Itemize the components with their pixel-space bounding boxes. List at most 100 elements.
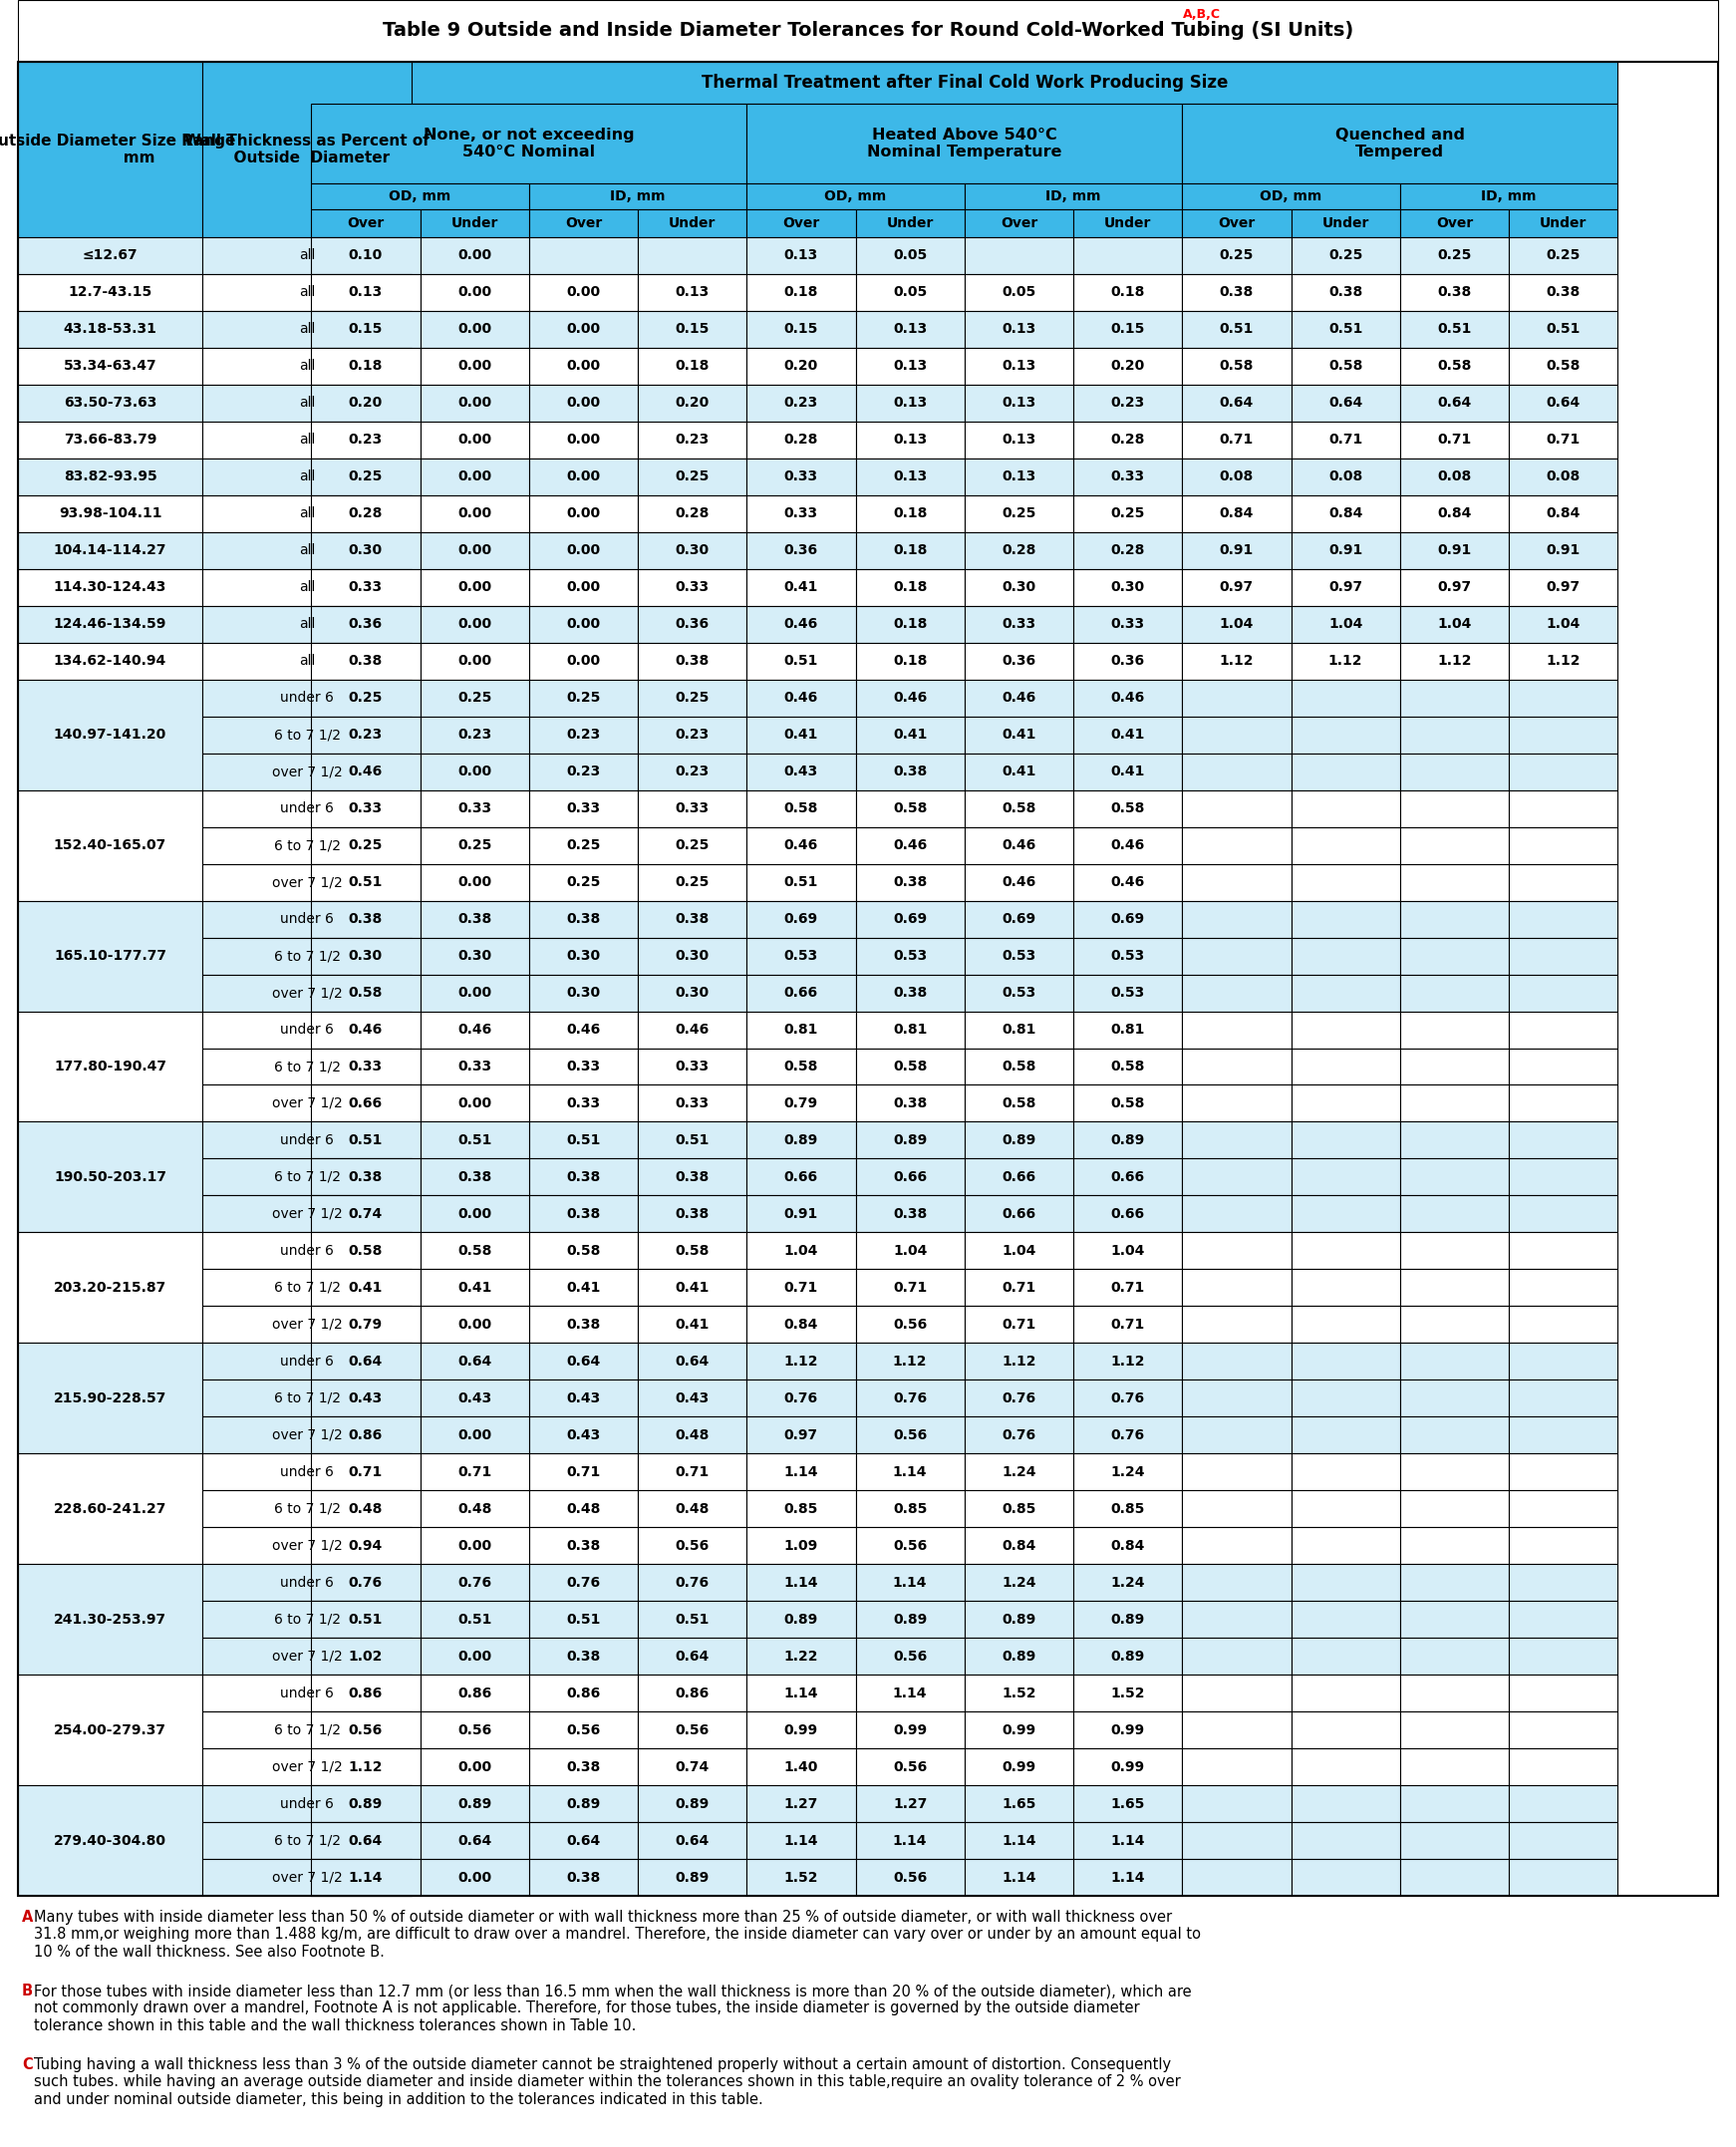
Bar bbox=[1182, 1602, 1292, 1638]
Text: 0.15: 0.15 bbox=[349, 322, 382, 337]
Text: 0.56: 0.56 bbox=[892, 1870, 927, 1885]
Text: 0.86: 0.86 bbox=[349, 1428, 382, 1443]
Bar bbox=[965, 1786, 1073, 1823]
Text: 0.58: 0.58 bbox=[566, 1243, 601, 1258]
Bar bbox=[311, 642, 420, 678]
Text: 53.34-63.47: 53.34-63.47 bbox=[64, 359, 156, 374]
Bar bbox=[420, 1565, 529, 1602]
Bar bbox=[1509, 236, 1618, 275]
Bar bbox=[311, 1011, 420, 1048]
Text: 0.46: 0.46 bbox=[566, 1022, 601, 1037]
Bar bbox=[203, 1232, 411, 1269]
Bar bbox=[529, 569, 637, 605]
Text: 0.00: 0.00 bbox=[458, 1649, 491, 1664]
Bar bbox=[965, 1344, 1073, 1381]
Text: 1.04: 1.04 bbox=[892, 1243, 927, 1258]
Text: 1.09: 1.09 bbox=[785, 1539, 818, 1552]
Bar bbox=[311, 496, 420, 532]
Bar bbox=[1292, 532, 1399, 569]
Text: 0.00: 0.00 bbox=[458, 876, 491, 889]
Bar bbox=[420, 1748, 529, 1786]
Bar bbox=[529, 863, 637, 900]
Bar bbox=[1292, 1711, 1399, 1748]
Text: all: all bbox=[299, 286, 316, 298]
Bar bbox=[1073, 496, 1182, 532]
Text: 0.89: 0.89 bbox=[675, 1797, 710, 1810]
Text: 0.58: 0.58 bbox=[785, 1061, 818, 1074]
Bar bbox=[311, 1602, 420, 1638]
Bar bbox=[529, 182, 746, 208]
Text: 0.89: 0.89 bbox=[785, 1612, 818, 1627]
Text: 0.38: 0.38 bbox=[457, 912, 491, 925]
Bar bbox=[203, 827, 411, 863]
Bar bbox=[529, 1084, 637, 1123]
Bar bbox=[1292, 208, 1399, 236]
Bar bbox=[965, 900, 1073, 938]
Bar bbox=[856, 311, 965, 348]
Text: over 7 1/2: over 7 1/2 bbox=[273, 1539, 342, 1552]
Bar bbox=[529, 827, 637, 863]
Text: 0.53: 0.53 bbox=[1111, 985, 1144, 1001]
Bar bbox=[203, 1711, 411, 1748]
Text: 0.25: 0.25 bbox=[349, 691, 382, 704]
Bar bbox=[1399, 1305, 1509, 1344]
Bar bbox=[1073, 1417, 1182, 1454]
Text: 0.18: 0.18 bbox=[892, 507, 927, 520]
Bar bbox=[1073, 236, 1182, 275]
Text: 0.43: 0.43 bbox=[349, 1391, 382, 1406]
Text: 0.25: 0.25 bbox=[1547, 249, 1580, 262]
Bar bbox=[637, 1305, 746, 1344]
Bar bbox=[1182, 1748, 1292, 1786]
Bar bbox=[1292, 1344, 1399, 1381]
Bar bbox=[203, 1454, 411, 1490]
Bar bbox=[1073, 1675, 1182, 1711]
Text: OD, mm: OD, mm bbox=[825, 189, 887, 204]
Text: 0.33: 0.33 bbox=[675, 801, 710, 816]
Bar bbox=[311, 1123, 420, 1159]
Bar bbox=[203, 900, 411, 938]
Text: 0.00: 0.00 bbox=[458, 1318, 491, 1331]
Bar bbox=[311, 1048, 420, 1084]
Bar bbox=[1073, 208, 1182, 236]
Bar bbox=[746, 827, 856, 863]
Bar bbox=[856, 496, 965, 532]
Bar bbox=[1182, 311, 1292, 348]
Bar bbox=[637, 569, 746, 605]
Text: 6 to 7 1/2: 6 to 7 1/2 bbox=[274, 1612, 340, 1627]
Text: 1.12: 1.12 bbox=[1002, 1355, 1036, 1368]
Text: 0.46: 0.46 bbox=[785, 837, 818, 852]
Bar bbox=[529, 208, 637, 236]
Bar bbox=[1073, 384, 1182, 421]
Text: A: A bbox=[23, 1911, 33, 1924]
Bar bbox=[965, 1565, 1073, 1602]
Bar bbox=[637, 1823, 746, 1859]
Bar bbox=[1509, 384, 1618, 421]
Text: 0.20: 0.20 bbox=[675, 395, 710, 410]
Text: 0.69: 0.69 bbox=[1002, 912, 1036, 925]
Text: over 7 1/2: over 7 1/2 bbox=[273, 1318, 342, 1331]
Text: 1.12: 1.12 bbox=[1437, 655, 1472, 668]
Bar bbox=[746, 1711, 856, 1748]
Bar bbox=[1073, 1748, 1182, 1786]
Bar bbox=[746, 1196, 856, 1232]
Text: 0.46: 0.46 bbox=[785, 616, 818, 631]
Bar bbox=[420, 348, 529, 384]
Text: 0.30: 0.30 bbox=[458, 949, 491, 962]
Text: 0.00: 0.00 bbox=[566, 543, 601, 558]
Bar bbox=[856, 605, 965, 642]
Bar bbox=[1399, 1232, 1509, 1269]
Bar bbox=[1182, 790, 1292, 827]
Text: all: all bbox=[299, 395, 316, 410]
Bar bbox=[1292, 275, 1399, 311]
Bar bbox=[1182, 457, 1292, 496]
Bar bbox=[1292, 605, 1399, 642]
Bar bbox=[529, 605, 637, 642]
Text: 0.30: 0.30 bbox=[675, 543, 710, 558]
Bar bbox=[311, 62, 1618, 103]
Bar bbox=[1399, 1269, 1509, 1305]
Text: 1.12: 1.12 bbox=[785, 1355, 818, 1368]
Bar bbox=[856, 569, 965, 605]
Text: 0.53: 0.53 bbox=[892, 949, 927, 962]
Bar bbox=[637, 1786, 746, 1823]
Text: Under: Under bbox=[1540, 217, 1587, 230]
